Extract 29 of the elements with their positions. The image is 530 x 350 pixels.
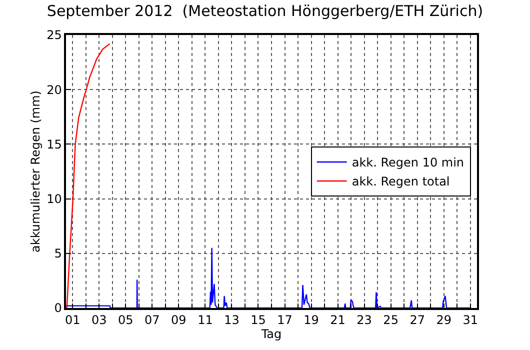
- x-tick-label: 19: [304, 313, 319, 328]
- x-tick-label: 11: [198, 313, 213, 328]
- x-tick-label: 15: [250, 313, 266, 328]
- y-axis-title: akkumulierter Regen (mm): [28, 90, 42, 252]
- y-tick-label: 10: [46, 192, 62, 206]
- y-tick-label: 5: [54, 246, 62, 261]
- chart-title: September 2012 (Meteostation Hönggerberg/ETH Zürich): [46, 2, 484, 20]
- x-tick-label: 17: [277, 313, 292, 328]
- x-tick-label: 09: [171, 313, 186, 328]
- x-tick-label: 21: [330, 313, 346, 328]
- x-tick-label: 25: [383, 313, 398, 328]
- x-tick-label: 05: [118, 313, 134, 328]
- x-tick-label: 29: [436, 313, 452, 328]
- legend-label: akk. Regen 10 min: [352, 156, 464, 170]
- line-series: [66, 43, 110, 308]
- x-axis-title: Tag: [260, 327, 282, 342]
- legend-label: akk. Regen total: [352, 174, 450, 189]
- y-tick-label: 0: [54, 301, 62, 316]
- x-tick-label: 03: [92, 313, 107, 328]
- x-tick-label: 01: [64, 313, 80, 328]
- y-tick-label: 15: [46, 137, 62, 152]
- line-series: [66, 247, 471, 308]
- x-tick-label: 07: [144, 313, 160, 328]
- y-tick-label: 20: [46, 82, 62, 97]
- x-tick-label: 13: [224, 313, 240, 328]
- y-tick-label: 25: [46, 28, 62, 42]
- x-tick-label: 23: [356, 313, 372, 328]
- x-tick-label: 31: [462, 313, 478, 328]
- x-tick-label: 27: [410, 313, 425, 328]
